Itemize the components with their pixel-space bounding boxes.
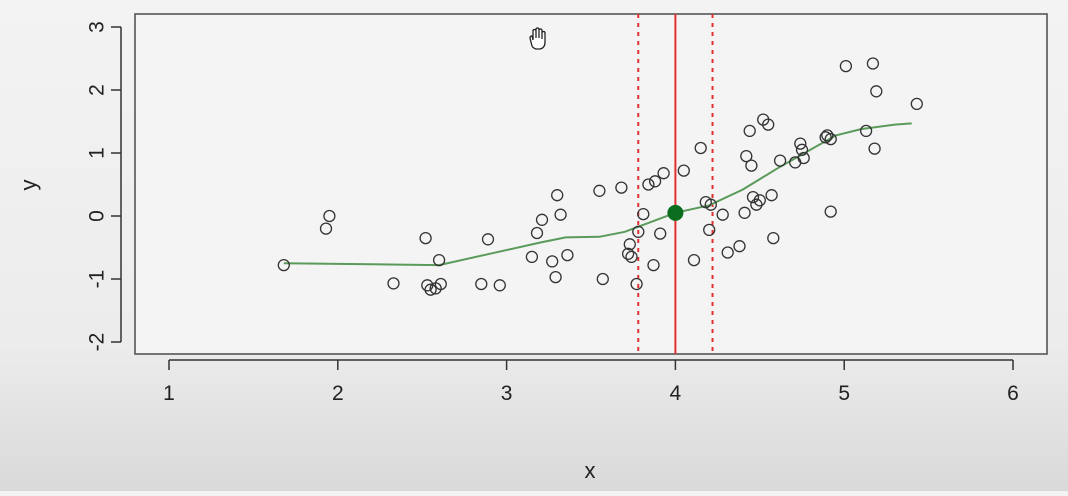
data-point [493, 279, 506, 292]
data-point [910, 97, 923, 111]
data-point [657, 167, 670, 180]
data-point [821, 129, 834, 142]
data-point [554, 208, 567, 221]
data-point [733, 240, 746, 253]
plot-panel [134, 13, 1048, 355]
data-point [716, 208, 729, 221]
data-point [615, 181, 628, 194]
data-point [694, 141, 707, 155]
highlight-point [667, 204, 684, 221]
data-point [561, 248, 574, 262]
data-points [277, 57, 923, 296]
data-point [762, 118, 775, 131]
data-point [870, 85, 883, 98]
data-point [773, 154, 787, 167]
data-point [746, 190, 760, 204]
data-point [546, 255, 559, 268]
y-axis: -2 -1 0 1 2 3 [86, 21, 122, 352]
data-point [277, 258, 290, 272]
data-point [621, 247, 635, 260]
x-tick-label: 1 [163, 382, 175, 405]
y-tick-label: -2 [86, 333, 109, 352]
data-point [419, 231, 432, 245]
data-point [530, 226, 544, 240]
x-tick-label: 4 [670, 382, 682, 405]
data-point [704, 198, 717, 211]
data-point [434, 277, 447, 291]
data-point [642, 178, 655, 191]
data-point [765, 189, 778, 202]
x-axis: 1 2 3 4 5 6 [163, 359, 1019, 405]
data-point [637, 207, 650, 221]
y-tick-label: 2 [86, 84, 109, 96]
data-point [824, 132, 837, 146]
data-point [743, 124, 756, 138]
data-point [424, 283, 437, 296]
data-point [654, 227, 667, 240]
data-point [647, 258, 660, 272]
data-point [868, 142, 881, 155]
data-point [738, 206, 751, 219]
data-point [387, 277, 400, 290]
x-tick-label: 6 [1007, 382, 1019, 405]
data-point [703, 223, 716, 237]
data-point [323, 209, 336, 223]
data-point [797, 151, 810, 165]
center-line-group [667, 14, 684, 354]
data-point [525, 250, 539, 264]
data-point [481, 233, 495, 246]
data-point [632, 225, 645, 238]
data-point [593, 184, 606, 197]
data-point [630, 277, 643, 291]
data-point [859, 124, 873, 138]
data-point [866, 57, 880, 70]
data-point [475, 277, 488, 291]
data-point [745, 159, 758, 172]
data-point [549, 270, 562, 284]
x-axis-label: x [585, 458, 596, 483]
data-point [551, 189, 564, 202]
data-point [535, 213, 549, 226]
data-point [596, 272, 609, 286]
data-point [319, 222, 333, 235]
data-point [625, 250, 638, 264]
data-point [824, 205, 837, 218]
x-tick-label: 5 [838, 382, 850, 405]
band-lines [637, 14, 714, 354]
data-point [753, 194, 766, 207]
data-point [721, 246, 734, 259]
data-point [623, 238, 636, 251]
y-tick-label: 1 [86, 147, 109, 159]
data-point [740, 149, 753, 163]
data-point [794, 137, 807, 150]
data-point [839, 59, 853, 73]
data-point [795, 143, 809, 156]
y-tick-label: 0 [86, 210, 109, 222]
x-tick-label: 2 [332, 382, 344, 405]
x-tick-label: 3 [501, 382, 513, 405]
data-point [819, 131, 832, 144]
y-tick-label: -1 [86, 270, 109, 289]
data-point [767, 231, 780, 245]
hand-cursor-icon [529, 27, 546, 50]
data-point [648, 175, 662, 188]
data-point [677, 164, 690, 177]
y-tick-label: 3 [86, 21, 109, 33]
y-axis-label: y [16, 180, 41, 191]
data-point [432, 253, 446, 267]
data-point [687, 253, 701, 267]
